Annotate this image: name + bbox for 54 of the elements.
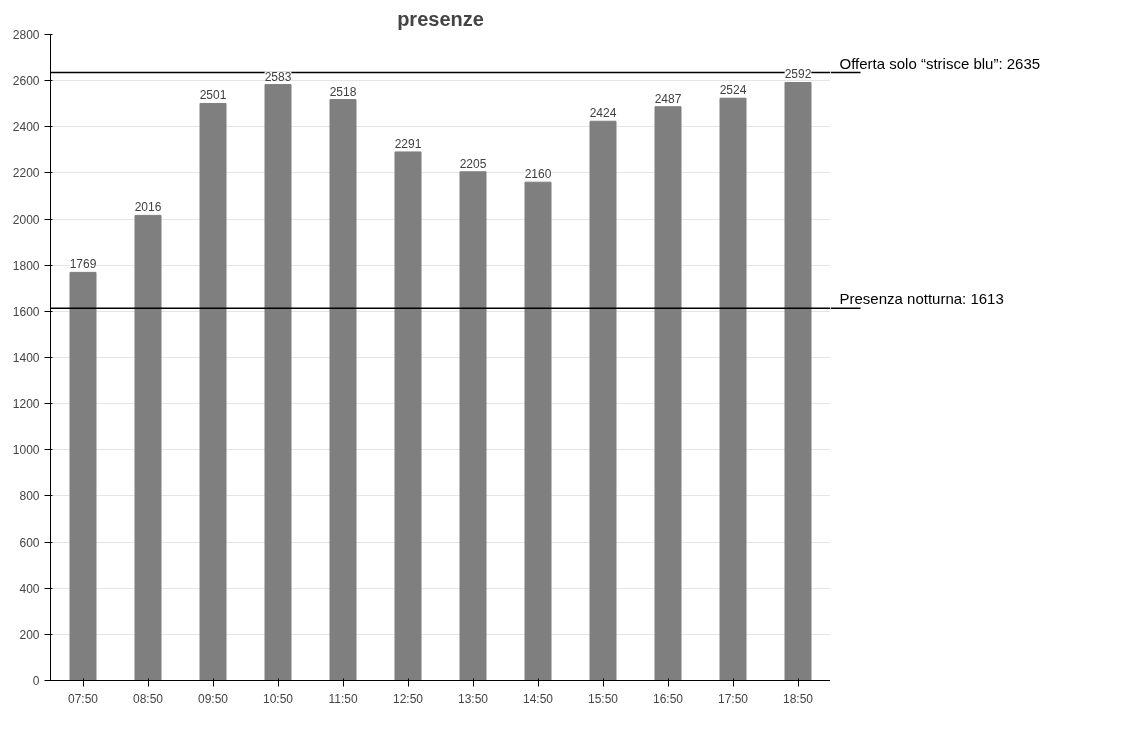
bar — [589, 120, 617, 681]
y-tick-label: 1800 — [12, 258, 40, 273]
data-label: 2016 — [134, 200, 162, 215]
bar — [719, 97, 747, 681]
x-tick-label: 14:50 — [522, 691, 554, 706]
x-tick-label: 13:50 — [457, 691, 489, 706]
x-tick-label: 15:50 — [587, 691, 619, 706]
data-label: 2160 — [524, 167, 552, 182]
bar — [329, 99, 357, 681]
x-tick-label: 18:50 — [782, 691, 814, 706]
x-tick-label: 07:50 — [67, 691, 99, 706]
data-label: 2583 — [264, 69, 292, 84]
y-tick-label: 2400 — [12, 120, 40, 135]
y-tick-label: 2200 — [12, 166, 40, 181]
x-tick-label: 16:50 — [652, 691, 684, 706]
y-tick-label: 1400 — [12, 351, 40, 365]
y-tick-label: 600 — [19, 535, 40, 550]
y-tick-label: 2000 — [12, 212, 40, 227]
x-tick-label: 08:50 — [132, 691, 164, 706]
y-tick-label: 2800 — [12, 28, 40, 42]
data-label: 2524 — [719, 83, 747, 98]
bar — [524, 181, 552, 681]
bar — [459, 171, 487, 681]
y-tick-label: 0 — [32, 674, 40, 688]
data-label: 2501 — [199, 88, 227, 103]
data-label: 2424 — [589, 106, 617, 121]
bar — [264, 84, 292, 681]
y-tick-label: 1200 — [12, 397, 40, 412]
data-label: 1769 — [69, 257, 97, 272]
y-tick-label: 2600 — [12, 74, 40, 89]
data-label: 2487 — [654, 91, 682, 106]
data-label: 2205 — [459, 156, 487, 171]
bar — [394, 151, 422, 681]
y-tick-label: 400 — [19, 581, 40, 596]
bar — [199, 102, 227, 681]
y-tick-label: 800 — [19, 489, 40, 504]
x-tick-label: 17:50 — [717, 691, 749, 706]
bar — [69, 271, 97, 681]
x-tick-label: 09:50 — [197, 691, 229, 706]
data-label: 2592 — [784, 67, 812, 82]
data-label: 2518 — [329, 84, 357, 99]
chart-title: presenze — [397, 7, 484, 30]
bar — [654, 106, 682, 681]
ref-line-label: Presenza notturna: 1613 — [839, 290, 1004, 308]
x-tick-label: 11:50 — [328, 691, 358, 706]
y-tick-label: 1600 — [12, 304, 40, 319]
bar — [134, 214, 162, 681]
x-tick-label: 12:50 — [392, 691, 424, 706]
x-tick-label: 10:50 — [262, 691, 294, 706]
ref-line-label: Offerta solo “strisce blu”: 2635 — [839, 54, 1041, 72]
y-tick-label: 200 — [19, 627, 40, 642]
y-tick-label: 1000 — [12, 443, 40, 458]
data-label: 2291 — [394, 136, 422, 151]
bar — [784, 81, 812, 681]
